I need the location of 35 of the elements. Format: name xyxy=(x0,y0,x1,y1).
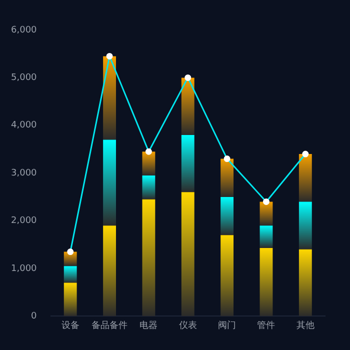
bar xyxy=(142,199,156,316)
bar xyxy=(64,252,77,266)
bar xyxy=(298,202,312,250)
y-tick-label: 1,000 xyxy=(11,264,38,274)
bar xyxy=(103,140,116,226)
bar xyxy=(298,249,312,316)
x-tick-label: 电器 xyxy=(140,320,158,331)
y-tick-label: 6,000 xyxy=(11,25,38,36)
bar xyxy=(103,226,116,316)
bar xyxy=(220,158,234,197)
y-tick-label: 5,000 xyxy=(11,73,38,84)
bar xyxy=(181,192,194,316)
bar xyxy=(142,152,156,176)
bar xyxy=(181,78,194,135)
y-tick-label: 4,000 xyxy=(11,120,38,131)
bar xyxy=(64,266,77,283)
bar xyxy=(220,196,234,236)
x-tick-label: 管件 xyxy=(257,320,276,331)
x-tick-label: 设备 xyxy=(61,320,80,331)
bar xyxy=(260,202,273,226)
bar xyxy=(220,235,234,316)
bar xyxy=(260,226,273,248)
x-tick-label: 阀门 xyxy=(218,320,236,331)
bar xyxy=(103,56,116,140)
bar xyxy=(260,248,273,316)
x-tick-label: 其他 xyxy=(296,320,314,331)
bar xyxy=(181,134,194,192)
bar xyxy=(298,154,312,202)
y-tick-label: 2,000 xyxy=(11,216,38,226)
x-tick-label: 备品备件 xyxy=(92,320,128,331)
y-tick-label: 3,000 xyxy=(11,168,38,178)
bar xyxy=(142,175,156,200)
bar xyxy=(64,282,77,316)
y-tick-label: 0 xyxy=(31,312,38,322)
x-tick-label: 仪表 xyxy=(178,320,197,331)
